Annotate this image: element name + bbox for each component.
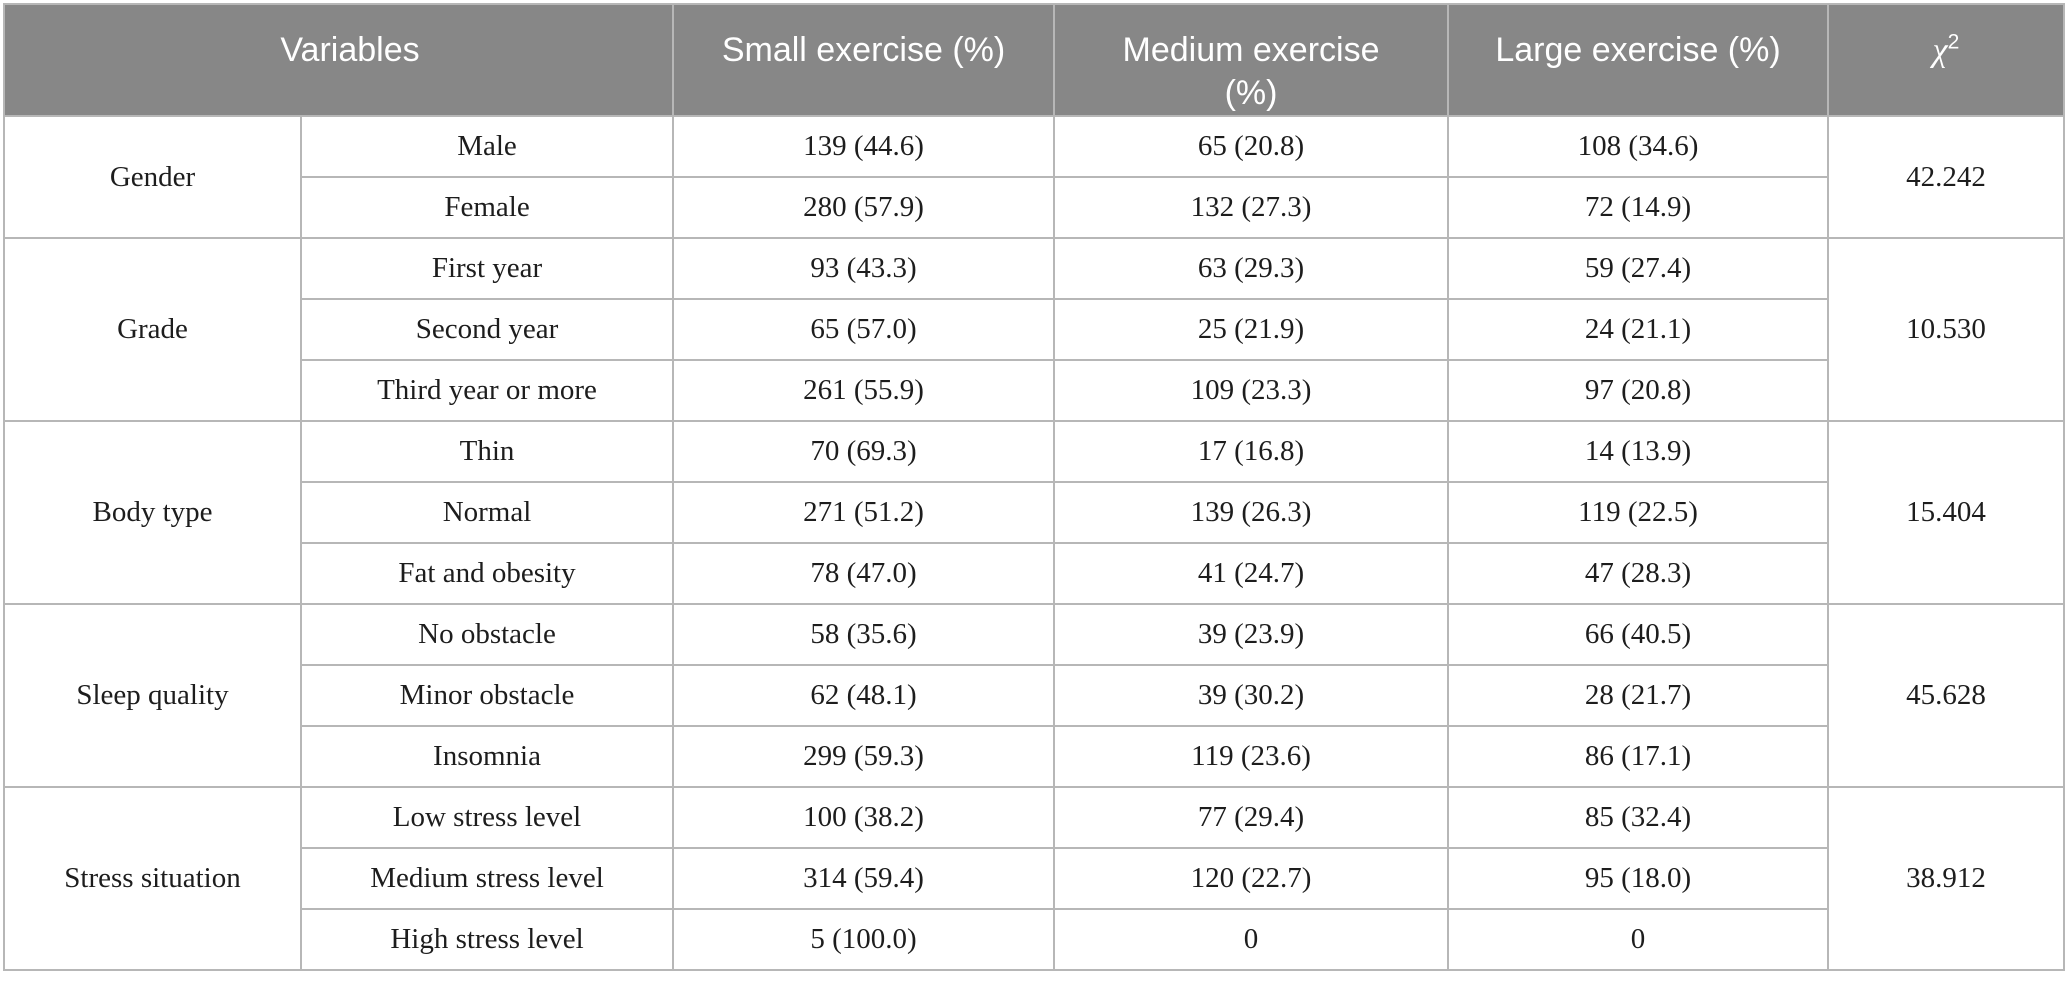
category-cell: Normal — [299, 481, 675, 544]
table-row: High stress level 5 (100.0) 0 0 — [4, 908, 2064, 971]
value-cell: 39 (23.9) — [1053, 603, 1450, 666]
table-header: Variables Small exercise (%) Medium exer… — [2, 3, 2066, 117]
value-cell: 95 (18.0) — [1447, 847, 1830, 910]
value-cell: 58 (35.6) — [672, 603, 1056, 666]
value-cell: 132 (27.3) — [1053, 176, 1450, 239]
value-cell: 63 (29.3) — [1053, 237, 1450, 300]
table-row: Insomnia 299 (59.3) 119 (23.6) 86 (17.1) — [4, 725, 2064, 788]
header-cell-medium-exercise: Medium exercise (%) — [1053, 3, 1450, 117]
table-row: Body type Thin 70 (69.3) 17 (16.8) 14 (1… — [3, 420, 2066, 605]
value-cell: 62 (48.1) — [672, 664, 1056, 727]
chi-symbol: χ — [1932, 32, 1948, 69]
category-cell: Insomnia — [299, 725, 675, 788]
table-row: Minor obstacle 62 (48.1) 39 (30.2) 28 (2… — [4, 664, 2064, 727]
table-row: Sleep quality No obstacle 58 (35.6) 39 (… — [3, 603, 2066, 788]
value-cell: 5 (100.0) — [672, 908, 1056, 971]
value-cell: 72 (14.9) — [1447, 176, 1830, 239]
category-cell: Medium stress level — [299, 847, 675, 910]
value-cell: 77 (29.4) — [1053, 786, 1450, 849]
value-cell: 24 (21.1) — [1447, 298, 1830, 361]
value-cell: 299 (59.3) — [672, 725, 1056, 788]
value-cell: 65 (20.8) — [1053, 115, 1450, 178]
value-cell: 108 (34.6) — [1447, 115, 1830, 178]
value-cell: 25 (21.9) — [1053, 298, 1450, 361]
category-cell: No obstacle — [299, 603, 675, 666]
value-cell: 0 — [1053, 908, 1450, 971]
chi-value-cell: 38.912 — [1827, 786, 2066, 971]
category-cell: Male — [299, 115, 675, 178]
table-row: Third year or more 261 (55.9) 109 (23.3)… — [4, 359, 2064, 422]
table-row: Fat and obesity 78 (47.0) 41 (24.7) 47 (… — [4, 542, 2064, 605]
header-cell-variables: Variables — [2, 3, 675, 117]
header-label-medium: Medium exercise (%) — [1122, 31, 1380, 112]
group-label-cell: Gender — [3, 115, 302, 239]
category-cell: First year — [299, 237, 675, 300]
value-cell: 14 (13.9) — [1447, 420, 1830, 483]
header-cell-large-exercise: Large exercise (%) — [1447, 3, 1830, 117]
category-cell: Third year or more — [299, 359, 675, 422]
table-row: Second year 65 (57.0) 25 (21.9) 24 (21.1… — [4, 298, 2064, 361]
category-cell: Second year — [299, 298, 675, 361]
group-label-cell: Body type — [3, 420, 302, 605]
crosstab-table: Variables Small exercise (%) Medium exer… — [2, 3, 2066, 971]
chi-value-cell: 45.628 — [1827, 603, 2066, 788]
table-row: Grade First year 93 (43.3) 63 (29.3) 59 … — [3, 237, 2066, 422]
table-row: Female 280 (57.9) 132 (27.3) 72 (14.9) — [4, 176, 2064, 239]
table-body: Gender Male 139 (44.6) 65 (20.8) 108 (34… — [3, 115, 2066, 971]
value-cell: 119 (23.6) — [1053, 725, 1450, 788]
value-cell: 39 (30.2) — [1053, 664, 1450, 727]
category-cell: Fat and obesity — [299, 542, 675, 605]
value-cell: 70 (69.3) — [672, 420, 1056, 483]
value-cell: 280 (57.9) — [672, 176, 1056, 239]
value-cell: 139 (26.3) — [1053, 481, 1450, 544]
table-row: Stress situation Low stress level 100 (3… — [3, 786, 2066, 971]
value-cell: 100 (38.2) — [672, 786, 1056, 849]
group-label-cell: Grade — [3, 237, 302, 422]
table-row: Normal 271 (51.2) 139 (26.3) 119 (22.5) — [4, 481, 2064, 544]
value-cell: 47 (28.3) — [1447, 542, 1830, 605]
value-cell: 93 (43.3) — [672, 237, 1056, 300]
value-cell: 97 (20.8) — [1447, 359, 1830, 422]
value-cell: 120 (22.7) — [1053, 847, 1450, 910]
value-cell: 314 (59.4) — [672, 847, 1056, 910]
value-cell: 271 (51.2) — [672, 481, 1056, 544]
value-cell: 59 (27.4) — [1447, 237, 1830, 300]
value-cell: 17 (16.8) — [1053, 420, 1450, 483]
value-cell: 0 — [1447, 908, 1830, 971]
table-row: Medium stress level 314 (59.4) 120 (22.7… — [4, 847, 2064, 910]
chi-value-cell: 42.242 — [1827, 115, 2066, 239]
header-row: Variables Small exercise (%) Medium exer… — [2, 3, 2066, 117]
value-cell: 85 (32.4) — [1447, 786, 1830, 849]
chi-superscript: 2 — [1947, 30, 1960, 54]
value-cell: 119 (22.5) — [1447, 481, 1830, 544]
value-cell: 261 (55.9) — [672, 359, 1056, 422]
table-row: Gender Male 139 (44.6) 65 (20.8) 108 (34… — [3, 115, 2066, 239]
category-cell: Minor obstacle — [299, 664, 675, 727]
category-cell: High stress level — [299, 908, 675, 971]
value-cell: 78 (47.0) — [672, 542, 1056, 605]
value-cell: 109 (23.3) — [1053, 359, 1450, 422]
value-cell: 86 (17.1) — [1447, 725, 1830, 788]
value-cell: 41 (24.7) — [1053, 542, 1450, 605]
category-cell: Thin — [299, 420, 675, 483]
chi-value-cell: 15.404 — [1827, 420, 2066, 605]
category-cell: Female — [299, 176, 675, 239]
group-label-cell: Sleep quality — [3, 603, 302, 788]
group-label-cell: Stress situation — [3, 786, 302, 971]
category-cell: Low stress level — [299, 786, 675, 849]
value-cell: 139 (44.6) — [672, 115, 1056, 178]
value-cell: 28 (21.7) — [1447, 664, 1830, 727]
value-cell: 66 (40.5) — [1447, 603, 1830, 666]
header-cell-chi-square: χ2 — [1827, 3, 2066, 117]
value-cell: 65 (57.0) — [672, 298, 1056, 361]
chi-value-cell: 10.530 — [1827, 237, 2066, 422]
header-cell-small-exercise: Small exercise (%) — [672, 3, 1056, 117]
